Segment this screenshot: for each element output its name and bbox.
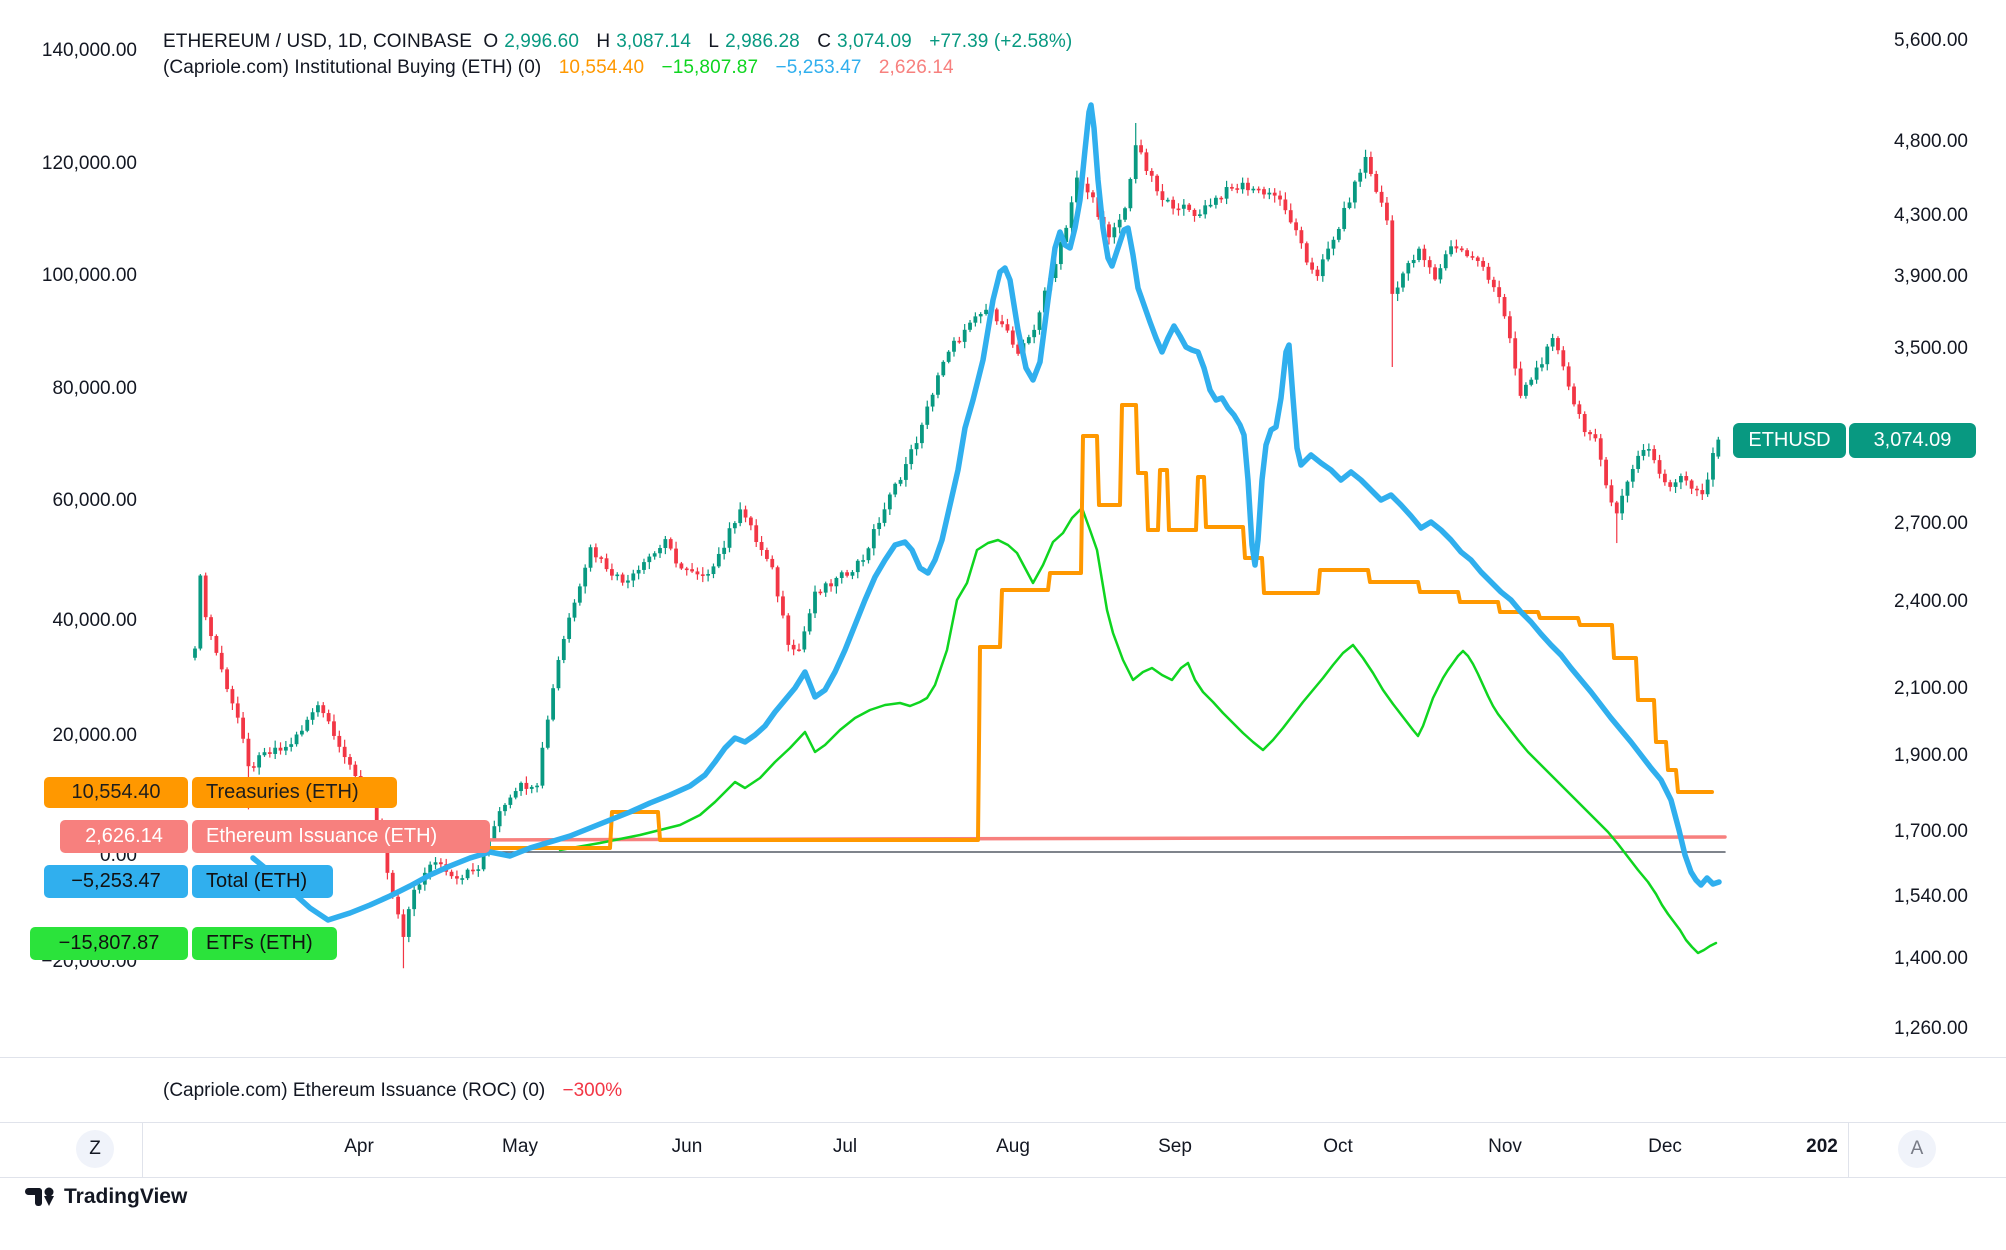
indicator-treasuries-value: 10,554.40	[558, 57, 645, 78]
time-axis-bottom-border	[0, 1177, 2006, 1178]
roc-indicator-header: (Capriole.com) Ethereum Issuance (ROC) (…	[163, 1080, 622, 1102]
pane-divider-main-roc[interactable]	[0, 1057, 2006, 1058]
price-badge-value: 3,074.09	[1849, 423, 1976, 458]
series-badge-row: 10,554.40 Treasuries (ETH)	[44, 777, 397, 808]
zoom-out-button[interactable]: Z	[76, 1130, 114, 1168]
roc-indicator-value: −300%	[562, 1080, 623, 1101]
time-axis-left-separator	[142, 1122, 143, 1177]
right-axis-label: 1,400.00	[1894, 948, 1968, 969]
last-price-badge: ETHUSD 3,074.09	[1733, 423, 1976, 458]
left-axis-label: 80,000.00	[52, 378, 137, 399]
left-axis-label: 100,000.00	[41, 265, 137, 286]
series-badge-row: 2,626.14 Ethereum Issuance (ETH)	[60, 820, 490, 853]
time-axis-month-label[interactable]: Sep	[1158, 1136, 1192, 1157]
series-line-etfs-eth-	[558, 506, 1718, 955]
indicator-header: (Capriole.com) Institutional Buying (ETH…	[163, 57, 960, 79]
series-line-treasuries-eth-	[438, 403, 1714, 850]
roc-indicator-title[interactable]: (Capriole.com) Ethereum Issuance (ROC) (…	[163, 1080, 546, 1101]
right-axis-label: 5,600.00	[1894, 30, 1968, 51]
right-axis-label: 1,260.00	[1894, 1018, 1968, 1039]
left-axis-label: 60,000.00	[52, 490, 137, 511]
ohlc-close: C 3,074.09	[817, 31, 912, 52]
time-axis-month-label[interactable]: Dec	[1648, 1136, 1682, 1157]
tradingview-logo-text: TradingView	[64, 1185, 188, 1208]
right-axis-label: 1,900.00	[1894, 745, 1968, 766]
series-badge-label: Ethereum Issuance (ETH)	[192, 820, 490, 853]
series-badge-value: −5,253.47	[44, 865, 188, 898]
ohlc-open: O 2,996.60	[483, 31, 580, 52]
price-badge-symbol: ETHUSD	[1733, 423, 1846, 458]
left-axis-label: 120,000.00	[41, 153, 137, 174]
right-axis-label: 3,500.00	[1894, 338, 1968, 359]
pane-divider-roc-time	[0, 1122, 2006, 1123]
right-axis-label: 2,700.00	[1894, 513, 1968, 534]
right-axis-label: 1,540.00	[1894, 886, 1968, 907]
symbol-title[interactable]: ETHEREUM / USD, 1D, COINBASE	[163, 31, 472, 52]
series-badge-label: Treasuries (ETH)	[192, 777, 397, 808]
series-badge-value: 2,626.14	[60, 820, 188, 853]
time-axis-month-label[interactable]: Jul	[832, 1136, 858, 1157]
series-badge-row: −5,253.47 Total (ETH)	[44, 865, 333, 898]
price-change: +77.39 (+2.58%)	[929, 31, 1073, 52]
time-axis-month-label[interactable]: Aug	[996, 1136, 1030, 1157]
tradingview-logo-icon	[25, 1187, 54, 1206]
right-axis-label: 4,300.00	[1894, 205, 1968, 226]
time-axis-month-label[interactable]: Nov	[1488, 1136, 1522, 1157]
left-axis-label: 140,000.00	[41, 40, 137, 61]
time-axis-month-label[interactable]: May	[502, 1136, 538, 1157]
left-axis-label: 20,000.00	[52, 725, 137, 746]
tradingview-logo[interactable]: TradingView	[25, 1184, 187, 1210]
right-axis-label: 2,400.00	[1894, 591, 1968, 612]
time-axis-year-label[interactable]: 202	[1806, 1136, 1838, 1157]
time-axis-right-separator	[1848, 1122, 1849, 1177]
series-badge-value: −15,807.87	[30, 927, 188, 960]
right-axis-label: 4,800.00	[1894, 131, 1968, 152]
indicator-title[interactable]: (Capriole.com) Institutional Buying (ETH…	[163, 57, 542, 78]
right-axis-label: 1,700.00	[1894, 821, 1968, 842]
auto-scale-button[interactable]: A	[1898, 1130, 1936, 1168]
ohlc-low: L 2,986.28	[708, 31, 800, 52]
indicator-issuance-value: 2,626.14	[878, 57, 954, 78]
time-axis-month-label[interactable]: Jun	[671, 1136, 703, 1157]
symbol-header: ETHEREUM / USD, 1D, COINBASE O 2,996.60 H…	[163, 31, 1078, 53]
series-badge-row: −15,807.87 ETFs (ETH)	[30, 927, 337, 960]
indicator-total-value: −5,253.47	[775, 57, 862, 78]
series-line-ethereum-issuance-eth-	[428, 835, 1727, 842]
left-axis-label: 40,000.00	[52, 610, 137, 631]
right-axis-label: 2,100.00	[1894, 678, 1968, 699]
series-badge-value: 10,554.40	[44, 777, 188, 808]
indicator-etfs-value: −15,807.87	[661, 57, 759, 78]
series-badge-label: Total (ETH)	[192, 865, 333, 898]
ohlc-high: H 3,087.14	[596, 31, 691, 52]
series-line-total-eth-	[250, 102, 1722, 923]
right-axis-label: 3,900.00	[1894, 266, 1968, 287]
time-axis-month-label[interactable]: Apr	[344, 1136, 374, 1157]
series-badge-label: ETFs (ETH)	[192, 927, 337, 960]
time-axis-month-label[interactable]: Oct	[1323, 1136, 1353, 1157]
